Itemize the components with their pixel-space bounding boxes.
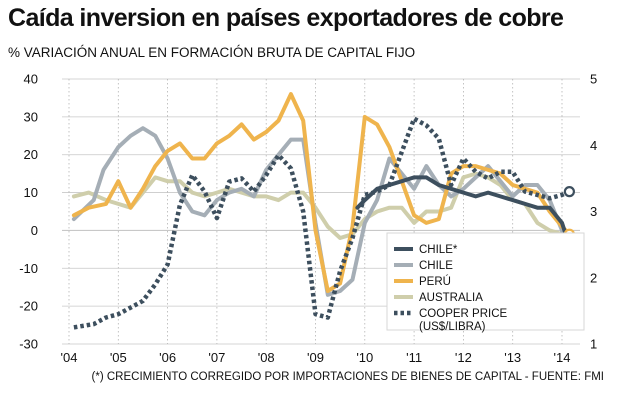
legend-label-peru: PERÚ xyxy=(419,275,451,288)
legend: CHILE* CHILE PERÚ AUSTRALIA COOPER PRICE (US$… xyxy=(386,232,585,333)
y-tick-label: 20 xyxy=(24,147,38,162)
x-tick-label: '10 xyxy=(356,350,373,365)
y2-tick-label: 4 xyxy=(590,138,597,153)
y-tick-label: 10 xyxy=(24,185,38,200)
y-tick-label: 0 xyxy=(31,223,38,238)
series-lines xyxy=(71,92,572,330)
series-line-peru xyxy=(71,92,572,293)
x-tick-label: '06 xyxy=(159,350,176,365)
y-tick-label: 40 xyxy=(24,72,38,87)
x-tick-label: '13 xyxy=(504,350,521,365)
series-line-copper xyxy=(73,116,571,330)
legend-label-chile-adj: CHILE* xyxy=(419,244,458,256)
y-tick-label: -10 xyxy=(19,261,38,276)
x-tick-label: '12 xyxy=(455,350,472,365)
grid xyxy=(62,78,580,345)
y-tick-label: -20 xyxy=(19,299,38,314)
legend-label-chile: CHILE xyxy=(419,260,453,272)
x-tick-label: '09 xyxy=(307,350,324,365)
chart-title: Caída inversion en países exportadores d… xyxy=(8,4,564,32)
series-line-chile-adj xyxy=(355,175,572,248)
chart-subtitle: % VARIACIÓN ANUAL EN FORMACIÓN BRUTA DE … xyxy=(8,45,416,60)
right-axis-labels: 5 4 3 2 1 xyxy=(590,72,597,352)
y2-tick-label: 2 xyxy=(590,270,597,285)
y-tick-label: 30 xyxy=(24,109,38,124)
x-tick-label: '04 xyxy=(61,350,78,365)
x-axis-labels: '04 '05 '06 '07 '08 '09 '10 '11 '12 '13 '14 xyxy=(61,350,571,365)
x-tick-label: '08 xyxy=(258,350,275,365)
y-tick-label: -30 xyxy=(19,337,38,352)
x-tick-label: '14 xyxy=(554,350,571,365)
end-marker-copper xyxy=(563,186,575,198)
series-line-australia xyxy=(71,171,572,240)
legend-label-australia: AUSTRALIA xyxy=(419,292,483,304)
y2-tick-label: 5 xyxy=(590,72,597,87)
legend-box xyxy=(386,232,585,331)
y2-tick-label: 3 xyxy=(590,204,597,219)
legend-label-copper: COOPER PRICE (US$/LIBRA) xyxy=(419,308,508,333)
x-tick-label: '11 xyxy=(406,350,422,365)
x-tick-label: '05 xyxy=(110,350,127,365)
x-tick-label: '07 xyxy=(208,350,225,365)
y2-tick-label: 1 xyxy=(590,337,597,352)
footnote: (*) CRECIMIENTO CORREGIDO POR IMPORTACIO… xyxy=(91,371,604,383)
left-axis-labels: 40 30 20 10 0 -10 -20 -30 xyxy=(19,72,38,352)
